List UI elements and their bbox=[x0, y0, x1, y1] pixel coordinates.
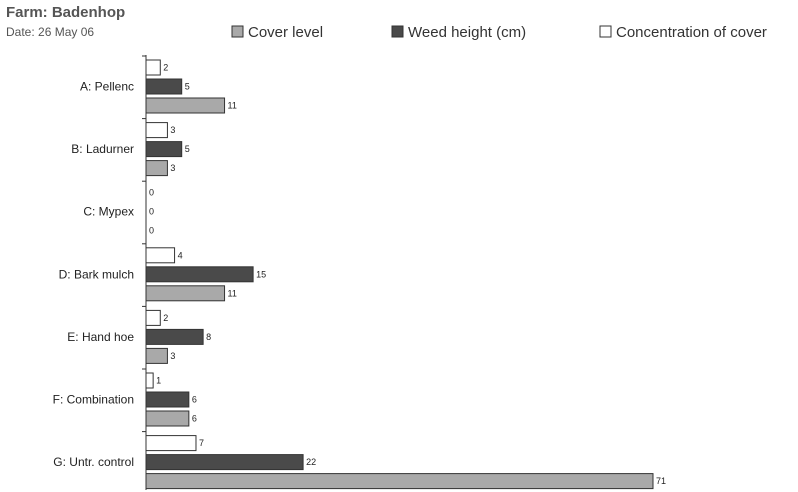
bar-weed-height-cm-e-hand-hoe bbox=[145, 328, 204, 345]
category-axis bbox=[142, 55, 147, 490]
legend-label-cover-level: Cover level bbox=[248, 24, 323, 41]
value-label-cover-level-e-hand-hoe: 3 bbox=[170, 351, 175, 361]
bar-cover-level-g-untr-control bbox=[145, 473, 654, 490]
value-label-concentration-of-cover-g-untr-control: 7 bbox=[199, 438, 204, 448]
value-label-concentration-of-cover-f-combination: 1 bbox=[156, 376, 161, 386]
category-label-b-ladurner: B: Ladurner bbox=[71, 142, 134, 156]
value-label-cover-level-d-bark-mulch: 11 bbox=[228, 288, 237, 298]
chart-legend: Cover level Weed height (cm) Concentration… bbox=[231, 24, 767, 41]
legend-label-concentration-of-cover: Concentration of cover bbox=[616, 24, 767, 41]
value-label-concentration-of-cover-e-hand-hoe: 2 bbox=[163, 313, 168, 323]
value-label-weed-height-cm-a-pellenc: 5 bbox=[185, 82, 190, 92]
legend-item-weed-height-cm: Weed height (cm) bbox=[391, 24, 526, 41]
bar-weed-height-cm-b-ladurner bbox=[145, 141, 183, 158]
value-label-weed-height-cm-b-ladurner: 5 bbox=[185, 144, 190, 154]
bar-cover-level-d-bark-mulch bbox=[145, 285, 226, 302]
value-label-weed-height-cm-d-bark-mulch: 15 bbox=[256, 269, 266, 279]
chart-subtitle: Date: 26 May 06 bbox=[6, 25, 94, 39]
bar-weed-height-cm-f-combination bbox=[145, 391, 190, 408]
category-label-f-combination: F: Combination bbox=[53, 393, 134, 407]
legend-swatch-weed-height-cm bbox=[391, 25, 404, 38]
value-label-concentration-of-cover-c-mypex: 0 bbox=[149, 188, 154, 198]
category-label-d-bark-mulch: D: Bark mulch bbox=[59, 267, 134, 281]
bar-cover-level-f-combination bbox=[145, 410, 190, 427]
value-label-cover-level-f-combination: 6 bbox=[192, 414, 197, 424]
bar-cover-level-e-hand-hoe bbox=[145, 347, 168, 364]
bar-weed-height-cm-d-bark-mulch bbox=[145, 266, 254, 283]
legend-item-cover-level: Cover level bbox=[231, 24, 323, 41]
value-label-weed-height-cm-g-untr-control: 22 bbox=[306, 457, 316, 467]
bar-cover-level-b-ladurner bbox=[145, 160, 168, 177]
bar-weed-height-cm-g-untr-control bbox=[145, 454, 304, 471]
bar-concentration-of-cover-f-combination bbox=[145, 372, 154, 389]
value-label-concentration-of-cover-d-bark-mulch: 4 bbox=[178, 250, 183, 260]
value-label-concentration-of-cover-b-ladurner: 3 bbox=[170, 125, 175, 135]
legend-label-weed-height-cm: Weed height (cm) bbox=[408, 24, 526, 41]
bars bbox=[145, 59, 654, 490]
value-label-weed-height-cm-c-mypex: 0 bbox=[149, 207, 154, 217]
value-label-concentration-of-cover-a-pellenc: 2 bbox=[163, 63, 168, 73]
value-label-cover-level-b-ladurner: 3 bbox=[170, 163, 175, 173]
bar-concentration-of-cover-e-hand-hoe bbox=[145, 309, 161, 326]
value-label-weed-height-cm-f-combination: 6 bbox=[192, 395, 197, 405]
category-label-c-mypex: C: Mypex bbox=[83, 205, 134, 219]
value-label-cover-level-c-mypex: 0 bbox=[149, 226, 154, 236]
legend-swatch-cover-level bbox=[231, 25, 244, 38]
bar-cover-level-a-pellenc bbox=[145, 97, 226, 114]
bar-concentration-of-cover-d-bark-mulch bbox=[145, 247, 176, 264]
category-labels: A: Pellenc B: Ladurner C: Mypex D: Bark mul… bbox=[53, 80, 135, 470]
bar-concentration-of-cover-g-untr-control bbox=[145, 435, 197, 452]
category-label-a-pellenc: A: Pellenc bbox=[80, 80, 134, 94]
value-label-cover-level-g-untr-control: 71 bbox=[656, 476, 666, 486]
category-label-e-hand-hoe: E: Hand hoe bbox=[67, 330, 134, 344]
category-label-g-untr-control: G: Untr. control bbox=[53, 455, 134, 469]
bar-concentration-of-cover-b-ladurner bbox=[145, 122, 168, 139]
value-label-cover-level-a-pellenc: 11 bbox=[228, 101, 237, 111]
chart-title: Farm: Badenhop bbox=[6, 4, 125, 21]
value-label-weed-height-cm-e-hand-hoe: 8 bbox=[206, 332, 211, 342]
legend-swatch-concentration-of-cover bbox=[599, 25, 612, 38]
bar-concentration-of-cover-a-pellenc bbox=[145, 59, 161, 76]
bar-weed-height-cm-a-pellenc bbox=[145, 78, 183, 95]
legend-item-concentration-of-cover: Concentration of cover bbox=[599, 24, 767, 41]
